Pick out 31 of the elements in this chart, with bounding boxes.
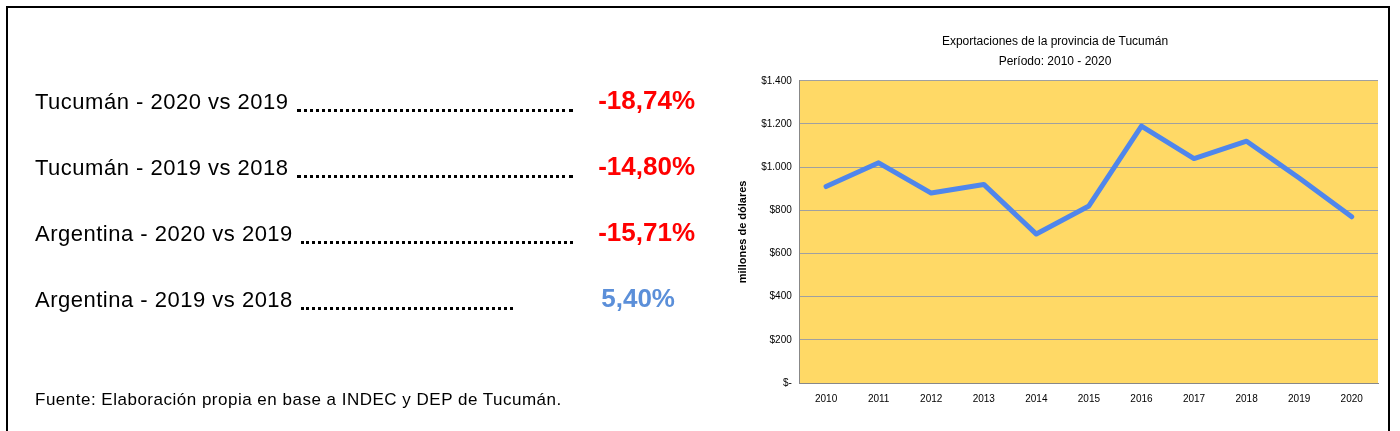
x-tick-label: 2010 [814, 392, 838, 404]
x-tick-label: 2019 [1288, 392, 1311, 404]
source-note: Fuente: Elaboración propia en base a INDEC y DEP de Tucumán. [35, 390, 562, 410]
y-tick-label: $1.200 [761, 117, 793, 129]
chart-title: Exportaciones de la provincia de Tucumán [941, 33, 1169, 48]
chart-subtitle: Período: 2010 - 2020 [998, 53, 1112, 68]
category-label: Tucumán - 2019 vs 2018 [35, 155, 289, 181]
y-tick-label: $600 [769, 247, 793, 259]
y-axis-title: millones de dólares [735, 180, 748, 284]
x-tick-label: 2016 [1130, 392, 1154, 404]
x-tick-label: 2020 [1340, 392, 1364, 404]
text: -15,71% [598, 217, 695, 247]
y-tick-label: $200 [769, 333, 793, 345]
x-tick-label: 2011 [867, 392, 890, 404]
y-tick-label: $- [782, 376, 792, 388]
text: -14,80% [598, 151, 695, 181]
x-tick-label: 2012 [920, 392, 943, 404]
x-tick-label: 2018 [1235, 392, 1259, 404]
text: 5,40% [601, 283, 675, 313]
x-tick-label: 2017 [1182, 392, 1206, 404]
x-tick-label: 2013 [972, 392, 996, 404]
y-tick-label: $800 [769, 204, 793, 216]
y-tick-label: $400 [769, 290, 793, 302]
category-label: Argentina - 2020 vs 2019 [35, 221, 293, 247]
y-tick-label: $1.000 [761, 160, 793, 172]
x-tick-label: 2015 [1077, 392, 1101, 404]
category-label: Tucumán - 2020 vs 2019 [35, 89, 289, 115]
category-label: Argentina - 2019 vs 2018 [35, 287, 293, 313]
x-tick-label: 2014 [1025, 392, 1048, 404]
text: -18,74% [598, 85, 695, 115]
y-tick-label: $1.400 [761, 74, 793, 86]
